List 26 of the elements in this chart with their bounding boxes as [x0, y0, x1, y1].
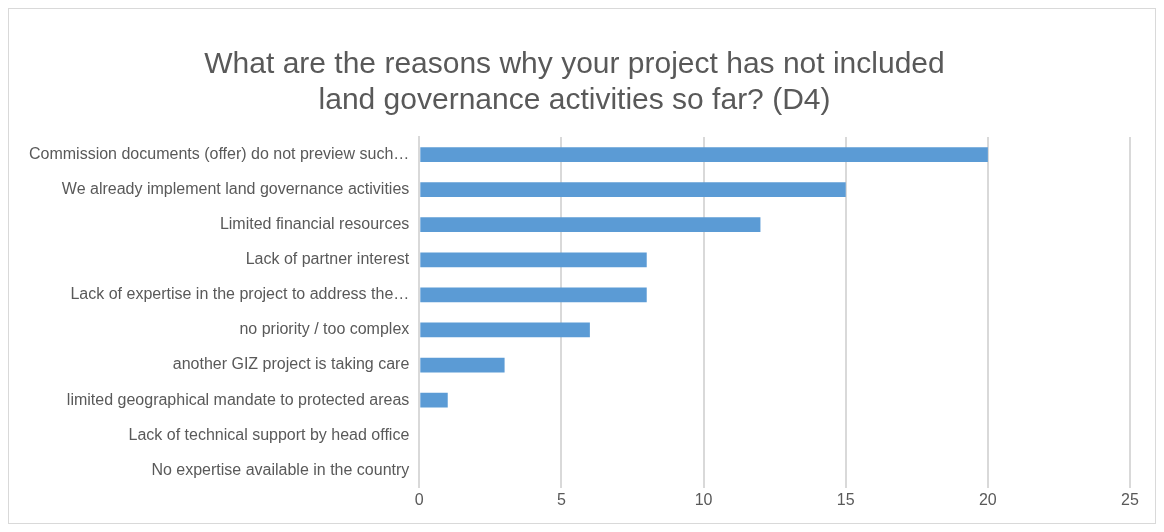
- bar: [420, 392, 448, 408]
- y-tick-label: no priority / too complex: [239, 320, 410, 338]
- y-tick-label: limited geographical mandate to protected areas: [66, 390, 410, 408]
- x-tick-label: 15: [836, 490, 855, 508]
- x-tick-label: 0: [414, 490, 424, 508]
- bar: [420, 287, 647, 303]
- y-tick-label: another GIZ project is taking care: [172, 355, 410, 373]
- text: land governance activities so far? (D4): [318, 82, 831, 116]
- bar: [420, 357, 505, 373]
- y-tick-label: We already implement land governance activities: [61, 180, 410, 198]
- y-tick-label: Limited financial resources: [219, 215, 410, 233]
- bar: [420, 217, 761, 233]
- y-tick-label: Lack of expertise in the project to address the…: [70, 285, 410, 303]
- bar: [420, 322, 590, 338]
- x-tick-label: 25: [1121, 490, 1139, 508]
- y-tick-label: Commission documents (offer) do not preview such…: [28, 144, 410, 162]
- y-tick-label: No expertise available in the country: [151, 460, 410, 478]
- bar: [420, 252, 647, 268]
- text: What are the reasons why your project has not included: [204, 46, 945, 80]
- y-tick-label: Lack of technical support by head office: [128, 425, 410, 443]
- y-tick-label: Lack of partner interest: [245, 250, 410, 268]
- bar: [420, 182, 846, 197]
- bar: [420, 147, 988, 162]
- x-tick-label: 5: [556, 490, 566, 508]
- x-tick-label: 10: [694, 490, 713, 508]
- x-tick-label: 20: [978, 490, 997, 508]
